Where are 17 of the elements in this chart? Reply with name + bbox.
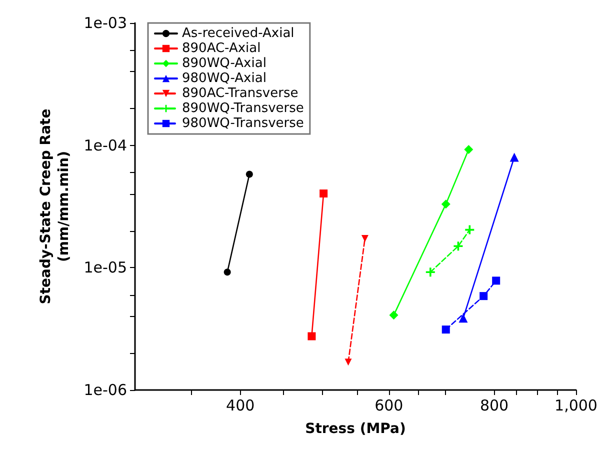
x-tick-label: 400: [226, 396, 255, 414]
y-axis-title: Steady-State Creep Rate (mm/mm.min): [38, 108, 72, 304]
legend-label: 980WQ-Transverse: [182, 116, 304, 131]
legend-label: 890WQ-Axial: [182, 56, 266, 71]
x-axis-title: Stress (MPa): [305, 421, 406, 437]
x-tick-label: 600: [374, 396, 404, 414]
y-tick-label: 1e-05: [84, 258, 127, 277]
legend-label: 890WQ-Transverse: [182, 101, 304, 116]
legend-label: 890AC-Transverse: [182, 86, 298, 101]
y-tick-label: 1e-03: [84, 14, 127, 32]
legend-label: As-received-Axial: [182, 26, 294, 41]
legend-label: 980WQ-Axial: [182, 71, 266, 86]
x-tick-label: 1,000: [554, 396, 598, 414]
y-tick-label: 1e-06: [84, 381, 127, 399]
y-tick-label: 1e-04: [84, 136, 127, 154]
x-tick-label: 800: [480, 396, 509, 414]
legend-label: 890AC-Axial: [182, 41, 261, 56]
